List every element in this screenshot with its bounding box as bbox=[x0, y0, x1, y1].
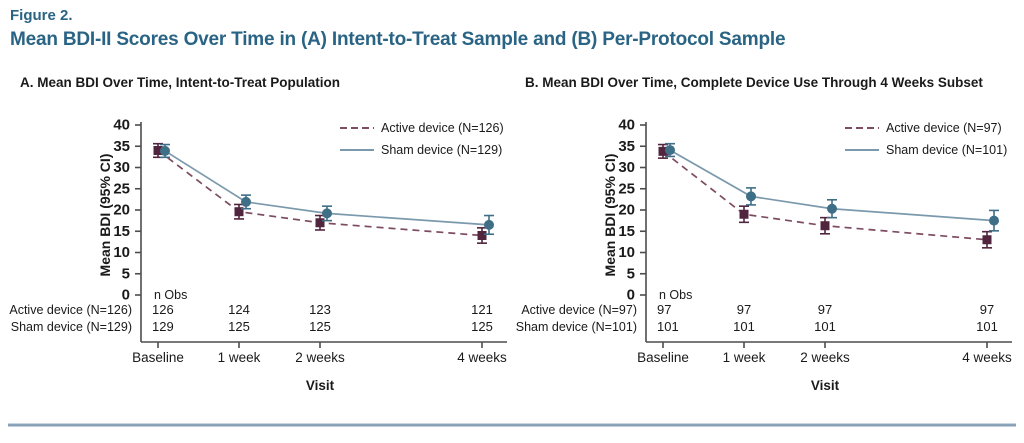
y-tick-label: 35 bbox=[618, 138, 635, 155]
figure-label: Figure 2. bbox=[10, 7, 73, 24]
y-tick-label: 40 bbox=[618, 117, 635, 134]
data-point-sham bbox=[665, 145, 675, 156]
x-tick-label: Baseline bbox=[132, 350, 184, 365]
x-tick-label: Baseline bbox=[637, 350, 689, 365]
x-tick-label: 1 week bbox=[218, 350, 261, 365]
series-line-sham bbox=[164, 150, 490, 226]
n-obs-row-label-sham: Sham device (N=129) bbox=[11, 320, 132, 334]
panel-title: B. Mean BDI Over Time, Complete Device U… bbox=[525, 75, 983, 90]
y-axis-title: Mean BDI (95% CI) bbox=[602, 154, 618, 277]
y-tick-label: 25 bbox=[113, 180, 130, 197]
series-line-active bbox=[157, 149, 483, 237]
x-axis-title: Visit bbox=[811, 378, 840, 393]
x-tick-label: 4 weeks bbox=[457, 350, 507, 365]
data-point-sham bbox=[322, 208, 332, 219]
data-point-active bbox=[477, 231, 487, 240]
legend-active-label: Active device (N=97) bbox=[886, 121, 1002, 135]
data-point-active bbox=[820, 221, 830, 231]
n-obs-value: 123 bbox=[309, 302, 331, 317]
charts-row: A. Mean BDI Over Time, Intent-to-Treat P… bbox=[8, 70, 1018, 402]
n-obs-value: 97 bbox=[657, 302, 671, 317]
data-point-active bbox=[739, 209, 749, 219]
y-tick-label: 5 bbox=[122, 265, 130, 282]
chart-panel-b: B. Mean BDI Over Time, Complete Device U… bbox=[516, 75, 1012, 393]
data-point-active bbox=[234, 207, 244, 217]
y-tick-label: 20 bbox=[113, 202, 130, 219]
y-tick-label: 5 bbox=[627, 265, 635, 282]
y-tick-label: 30 bbox=[113, 159, 130, 176]
n-obs-value: 97 bbox=[737, 302, 751, 317]
n-obs-row-label-active: Active device (N=97) bbox=[521, 303, 637, 317]
data-point-active bbox=[982, 235, 992, 245]
n-obs-header: n Obs bbox=[659, 288, 692, 302]
y-tick-label: 15 bbox=[113, 223, 130, 240]
y-tick-label: 10 bbox=[618, 244, 635, 261]
n-obs-value: 101 bbox=[657, 319, 679, 334]
n-obs-row-label-sham: Sham device (N=101) bbox=[516, 320, 637, 334]
n-obs-value: 125 bbox=[228, 319, 250, 334]
y-tick-label: 35 bbox=[113, 138, 130, 155]
x-axis-title: Visit bbox=[306, 378, 335, 393]
legend-sham-label: Sham device (N=101) bbox=[886, 143, 1007, 157]
data-point-sham bbox=[484, 219, 494, 230]
y-tick-label: 40 bbox=[113, 117, 130, 134]
n-obs-value: 121 bbox=[471, 302, 493, 317]
y-tick-label: 10 bbox=[113, 244, 130, 261]
x-tick-label: 4 weeks bbox=[962, 350, 1012, 365]
n-obs-value: 101 bbox=[976, 319, 998, 334]
chart-panel-a: A. Mean BDI Over Time, Intent-to-Treat P… bbox=[9, 75, 507, 393]
x-tick-label: 2 weeks bbox=[800, 350, 850, 365]
n-obs-value: 101 bbox=[814, 319, 836, 334]
y-tick-label: 30 bbox=[618, 159, 635, 176]
panel-title: A. Mean BDI Over Time, Intent-to-Treat P… bbox=[20, 75, 340, 90]
n-obs-row-label-active: Active device (N=126) bbox=[9, 303, 132, 317]
legend-sham-label: Sham device (N=129) bbox=[381, 143, 502, 157]
n-obs-value: 129 bbox=[152, 319, 174, 334]
data-point-sham bbox=[160, 145, 170, 156]
data-point-active bbox=[658, 146, 668, 156]
n-obs-header: n Obs bbox=[154, 288, 187, 302]
n-obs-value: 124 bbox=[228, 302, 250, 317]
data-point-sham bbox=[746, 191, 756, 202]
series-line-sham bbox=[669, 149, 995, 222]
x-tick-label: 2 weeks bbox=[295, 350, 345, 365]
y-tick-label: 20 bbox=[618, 202, 635, 219]
n-obs-value: 97 bbox=[818, 302, 832, 317]
legend-active-label: Active device (N=126) bbox=[381, 121, 504, 135]
data-point-active bbox=[315, 218, 325, 228]
n-obs-value: 97 bbox=[980, 302, 994, 317]
y-axis-title: Mean BDI (95% CI) bbox=[97, 154, 113, 277]
n-obs-value: 101 bbox=[733, 319, 755, 334]
series-line-active bbox=[662, 150, 988, 241]
data-point-sham bbox=[827, 203, 837, 214]
data-point-sham bbox=[989, 215, 999, 226]
y-tick-label: 0 bbox=[627, 287, 635, 304]
y-tick-label: 0 bbox=[122, 287, 130, 304]
y-tick-label: 25 bbox=[618, 180, 635, 197]
data-point-active bbox=[153, 146, 163, 155]
figure-title: Mean BDI-II Scores Over Time in (A) Inte… bbox=[10, 29, 786, 50]
bottom-divider bbox=[8, 423, 1016, 427]
x-tick-label: 1 week bbox=[723, 350, 766, 365]
data-point-sham bbox=[241, 196, 251, 207]
n-obs-value: 126 bbox=[152, 302, 174, 317]
n-obs-value: 125 bbox=[309, 319, 331, 334]
n-obs-value: 125 bbox=[471, 319, 493, 334]
y-tick-label: 15 bbox=[618, 223, 635, 240]
